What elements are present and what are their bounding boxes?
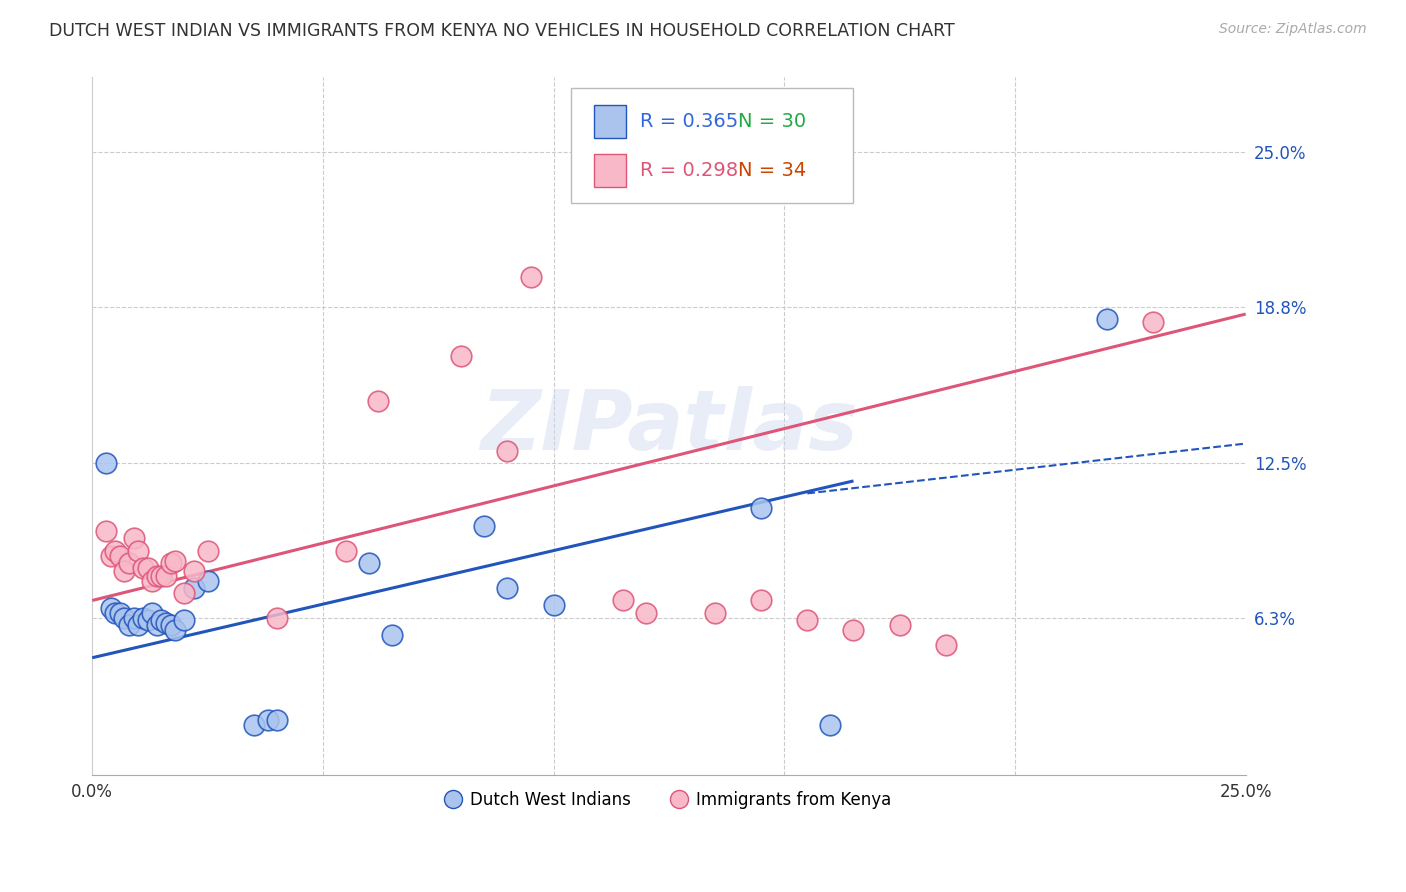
- Point: [173, 586, 195, 600]
- Point: [122, 611, 145, 625]
- Point: [266, 611, 288, 625]
- Point: [127, 543, 149, 558]
- Point: [634, 606, 657, 620]
- Point: [173, 614, 195, 628]
- Point: [612, 593, 634, 607]
- Point: [100, 549, 122, 563]
- Point: [519, 269, 541, 284]
- Point: [155, 615, 177, 630]
- Point: [474, 518, 496, 533]
- Point: [141, 606, 163, 620]
- Point: [100, 601, 122, 615]
- Point: [197, 574, 219, 588]
- Point: [450, 350, 472, 364]
- Text: N = 34: N = 34: [738, 161, 807, 180]
- Point: [118, 556, 141, 570]
- Point: [889, 618, 911, 632]
- Point: [108, 549, 131, 563]
- Point: [1097, 312, 1119, 326]
- Point: [155, 568, 177, 582]
- Point: [496, 581, 519, 595]
- Point: [118, 618, 141, 632]
- Point: [94, 524, 117, 538]
- Point: [496, 444, 519, 458]
- Point: [242, 718, 264, 732]
- Point: [132, 611, 155, 625]
- Point: [141, 574, 163, 588]
- Point: [381, 628, 404, 642]
- Point: [183, 564, 205, 578]
- Point: [114, 611, 136, 625]
- Text: R = 0.365: R = 0.365: [640, 112, 738, 131]
- Point: [159, 556, 181, 570]
- Point: [749, 593, 772, 607]
- FancyBboxPatch shape: [593, 105, 626, 138]
- Point: [704, 606, 727, 620]
- FancyBboxPatch shape: [593, 153, 626, 187]
- Point: [543, 599, 565, 613]
- Text: Source: ZipAtlas.com: Source: ZipAtlas.com: [1219, 22, 1367, 37]
- Text: DUTCH WEST INDIAN VS IMMIGRANTS FROM KENYA NO VEHICLES IN HOUSEHOLD CORRELATION : DUTCH WEST INDIAN VS IMMIGRANTS FROM KEN…: [49, 22, 955, 40]
- Point: [935, 638, 957, 652]
- Point: [820, 718, 842, 732]
- Point: [357, 556, 380, 570]
- Point: [159, 618, 181, 632]
- Point: [266, 713, 288, 727]
- Point: [150, 614, 173, 628]
- Point: [146, 618, 169, 632]
- Point: [256, 713, 278, 727]
- Point: [136, 614, 159, 628]
- Point: [183, 581, 205, 595]
- Point: [104, 543, 127, 558]
- Text: R = 0.298: R = 0.298: [640, 161, 738, 180]
- Point: [197, 543, 219, 558]
- Point: [127, 618, 149, 632]
- FancyBboxPatch shape: [571, 88, 853, 203]
- Point: [146, 568, 169, 582]
- Point: [1142, 314, 1164, 328]
- Legend: Dutch West Indians, Immigrants from Kenya: Dutch West Indians, Immigrants from Keny…: [440, 784, 898, 815]
- Point: [136, 561, 159, 575]
- Point: [104, 606, 127, 620]
- Point: [165, 624, 187, 638]
- Point: [367, 394, 389, 409]
- Point: [132, 561, 155, 575]
- Point: [842, 624, 865, 638]
- Point: [749, 501, 772, 516]
- Point: [335, 543, 357, 558]
- Point: [108, 606, 131, 620]
- Text: N = 30: N = 30: [738, 112, 806, 131]
- Point: [150, 568, 173, 582]
- Point: [165, 553, 187, 567]
- Point: [114, 564, 136, 578]
- Text: ZIPatlas: ZIPatlas: [479, 385, 858, 467]
- Point: [94, 457, 117, 471]
- Point: [796, 614, 818, 628]
- Point: [122, 531, 145, 545]
